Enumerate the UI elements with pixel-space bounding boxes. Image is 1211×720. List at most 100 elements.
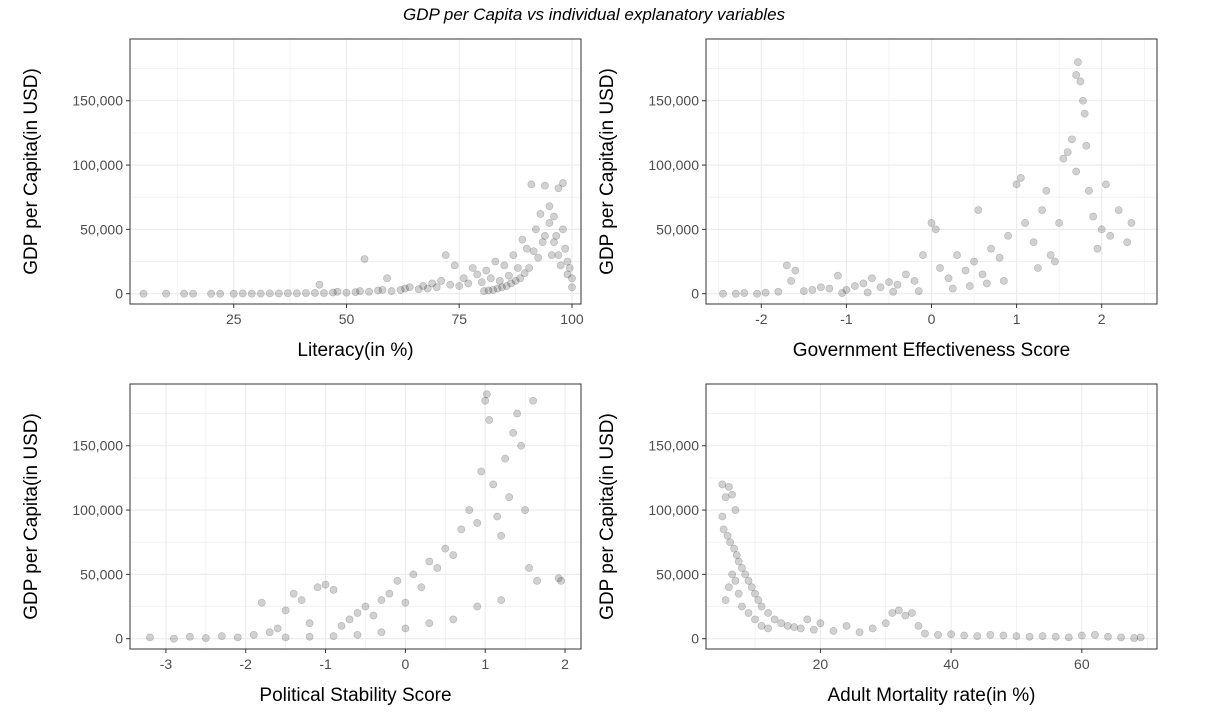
data-point [744, 576, 753, 585]
y-tick-label: 100,000 [648, 157, 699, 173]
data-point [726, 538, 735, 547]
data-point [281, 606, 290, 615]
data-point [342, 288, 351, 297]
data-point [525, 564, 534, 572]
data-point [201, 634, 210, 642]
data-point [477, 278, 486, 287]
data-point [497, 531, 506, 540]
data-point [568, 274, 576, 283]
data-point [718, 512, 727, 521]
data-point [337, 621, 346, 630]
data-point [229, 289, 238, 298]
data-point [1059, 154, 1068, 163]
data-point [731, 289, 740, 298]
data-point [377, 596, 386, 605]
data-point [777, 619, 786, 628]
data-point [863, 288, 872, 297]
data-point [468, 264, 477, 272]
x-tick-label: 1 [481, 656, 489, 672]
data-point [480, 287, 488, 296]
data-point [764, 609, 772, 617]
data-point [1038, 632, 1047, 641]
data-point [731, 506, 740, 514]
data-point [791, 266, 800, 275]
y-tick-label: 50,000 [656, 566, 699, 582]
data-point [233, 633, 242, 642]
data-point [728, 490, 737, 499]
x-axis-title: Adult Mortality rate(in %) [827, 685, 1035, 706]
data-point [1063, 148, 1072, 157]
data-point [1016, 174, 1025, 182]
data-point [741, 570, 750, 579]
data-point [764, 624, 772, 633]
data-point [305, 619, 314, 628]
data-point [457, 525, 466, 534]
data-point [754, 596, 763, 605]
data-point [238, 289, 247, 298]
data-point [721, 493, 730, 502]
data-point [329, 585, 338, 594]
data-point [320, 289, 328, 297]
data-point [377, 628, 386, 637]
data-point [728, 570, 737, 579]
x-tick-label: -3 [160, 656, 173, 672]
data-point [500, 261, 509, 270]
data-point [473, 270, 482, 279]
x-tick-label: -1 [319, 656, 332, 672]
data-point [247, 289, 256, 298]
panel-border [705, 383, 1158, 650]
data-point [919, 251, 927, 260]
data-point [885, 278, 893, 287]
y-axis-title: GDP per Capita(in USD) [21, 413, 42, 620]
data-point [829, 627, 838, 635]
data-point [1102, 180, 1110, 189]
data-point [947, 630, 956, 639]
data-point [532, 225, 540, 234]
data-point [482, 390, 491, 399]
y-axis-title: GDP per Capita(in USD) [597, 413, 618, 620]
data-point [974, 206, 983, 214]
data-point [894, 606, 903, 615]
y-tick-label: 50,000 [80, 221, 123, 237]
data-point [146, 633, 154, 642]
data-point [723, 531, 732, 540]
data-point [1093, 244, 1102, 253]
data-point [437, 276, 446, 285]
data-point [970, 257, 978, 266]
data-point [944, 274, 953, 283]
data-point [333, 287, 342, 296]
data-point [1079, 96, 1087, 105]
data-point [1072, 167, 1081, 176]
data-point [501, 454, 510, 463]
data-point [1097, 225, 1106, 234]
data-point [505, 493, 514, 502]
y-tick-label: 100,000 [648, 502, 699, 518]
data-point [787, 276, 795, 285]
data-point [509, 251, 518, 260]
data-point [1085, 186, 1093, 195]
data-point [425, 557, 434, 566]
data-point [527, 180, 536, 189]
x-tick-label: -2 [240, 656, 253, 672]
data-point [441, 544, 450, 553]
data-point [405, 283, 414, 292]
data-point [393, 576, 402, 585]
data-point [507, 279, 515, 288]
plot-background [130, 39, 581, 304]
data-point [868, 274, 876, 283]
data-point [1029, 238, 1038, 247]
data-point [541, 231, 549, 240]
data-point [256, 289, 265, 298]
y-tick-label: 100,000 [72, 502, 123, 518]
data-point [387, 287, 396, 296]
data-point [1033, 264, 1042, 272]
data-point [734, 557, 743, 566]
data-point [868, 624, 877, 633]
data-point [249, 630, 258, 639]
data-point [423, 284, 432, 293]
data-point [561, 244, 570, 253]
data-point [554, 574, 563, 583]
y-tick-label: 0 [115, 631, 123, 647]
data-point [378, 285, 387, 294]
data-point [1021, 219, 1030, 227]
